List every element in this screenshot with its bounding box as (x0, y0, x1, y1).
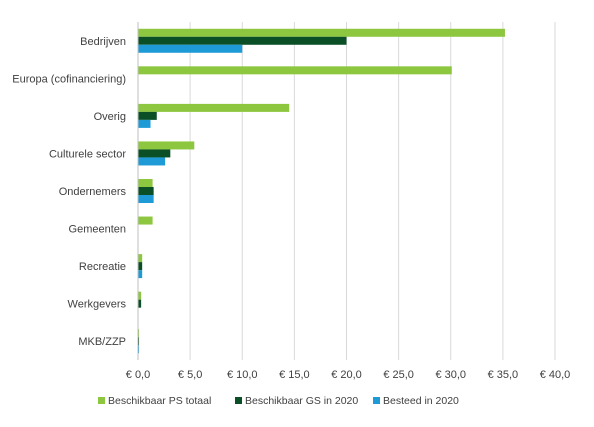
legend-label: Besteed in 2020 (383, 395, 459, 407)
bar (138, 195, 154, 203)
bar (138, 28, 505, 37)
bar (138, 179, 153, 187)
legend-label: Beschikbaar GS in 2020 (245, 395, 358, 407)
category-label: Europa (cofinanciering) (12, 73, 126, 85)
bar (138, 345, 140, 354)
bar (138, 141, 195, 150)
x-tick-label: € 0,0 (126, 369, 150, 381)
x-tick-label: € 20,0 (331, 369, 362, 381)
category-label: Bedrijven (80, 36, 126, 48)
bar (138, 103, 290, 112)
bar (138, 187, 154, 195)
bar (138, 262, 143, 271)
x-tick-label: € 40,0 (540, 369, 571, 381)
bar (138, 111, 157, 120)
bar (138, 66, 452, 75)
bar (138, 44, 243, 53)
bar (138, 216, 153, 225)
category-label: Recreatie (79, 261, 126, 273)
bar (138, 157, 166, 166)
legend-swatch (373, 397, 380, 404)
x-tick-label: € 25,0 (383, 369, 414, 381)
bar (138, 329, 140, 338)
bar (138, 149, 171, 158)
x-tick-label: € 35,0 (488, 369, 519, 381)
legend-label: Beschikbaar PS totaal (108, 395, 211, 407)
category-label: Culturele sector (49, 148, 126, 160)
legend-swatch (98, 397, 105, 404)
x-tick-label: € 10,0 (227, 369, 258, 381)
bar (138, 291, 142, 300)
bar (138, 270, 143, 279)
x-tick-label: € 5,0 (178, 369, 202, 381)
bar (138, 337, 140, 346)
category-label: Gemeenten (69, 224, 126, 236)
category-label: MKB/ZZP (78, 336, 126, 348)
bar (138, 299, 142, 308)
x-tick-label: € 15,0 (279, 369, 310, 381)
category-label: Ondernemers (59, 186, 127, 198)
category-label: Overig (94, 111, 126, 123)
bar (138, 254, 143, 263)
legend-swatch (235, 397, 242, 404)
x-tick-label: € 30,0 (435, 369, 466, 381)
bar (138, 36, 347, 45)
category-label: Werkgevers (68, 299, 127, 311)
bar (138, 119, 151, 128)
